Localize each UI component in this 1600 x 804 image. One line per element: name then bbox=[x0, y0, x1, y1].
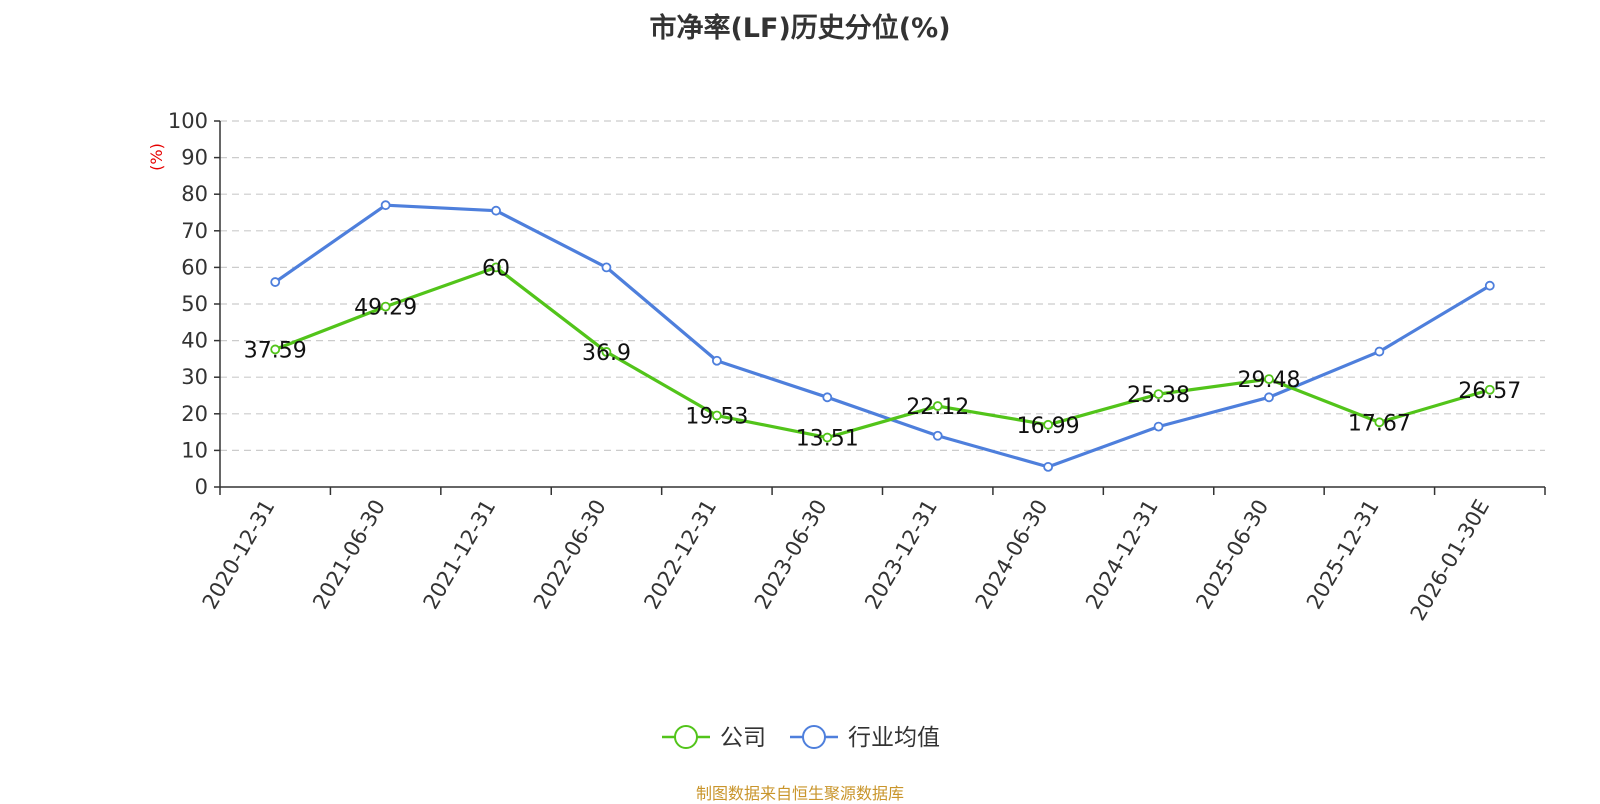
data-point[interactable] bbox=[380, 200, 391, 211]
data-point[interactable] bbox=[932, 401, 943, 411]
data-point[interactable] bbox=[1043, 461, 1054, 472]
y-tick-label: 70 bbox=[181, 219, 208, 243]
x-tick-label: 2024-12-31 bbox=[1081, 496, 1163, 614]
data-label: 26.57 bbox=[1458, 379, 1521, 404]
data-label: 22.12 bbox=[906, 395, 969, 420]
y-tick-label: 20 bbox=[181, 402, 208, 426]
data-point[interactable] bbox=[491, 262, 501, 273]
legend-label: 公司 bbox=[720, 725, 766, 751]
x-tick-label: 2025-06-30 bbox=[1191, 496, 1273, 614]
y-tick-label: 80 bbox=[181, 182, 208, 206]
data-point[interactable] bbox=[1264, 392, 1274, 403]
data-point[interactable] bbox=[270, 344, 281, 355]
series-lines bbox=[270, 200, 1495, 472]
y-tick-label: 100 bbox=[168, 109, 208, 133]
data-point[interactable] bbox=[270, 277, 281, 287]
data-label: 49.29 bbox=[354, 296, 417, 321]
data-labels: 37.59 49.29 60 36.9 19.53 13.51 22.12 16.99 25.3… bbox=[244, 256, 1522, 451]
legend[interactable]: 公司 行业均值 bbox=[662, 725, 940, 751]
y-tick-label: 0 bbox=[195, 475, 208, 499]
data-point[interactable] bbox=[601, 262, 612, 273]
series-line bbox=[274, 203, 1491, 469]
y-tick-label: 40 bbox=[181, 329, 208, 353]
y-axis-unit-label: (%) bbox=[147, 143, 166, 171]
legend-item[interactable]: 公司 bbox=[662, 725, 766, 751]
data-point[interactable] bbox=[932, 430, 943, 441]
data-point[interactable] bbox=[1043, 419, 1054, 430]
data-label: 25.38 bbox=[1127, 383, 1190, 408]
y-tick-label: 60 bbox=[181, 255, 208, 279]
data-label: 16.99 bbox=[1017, 414, 1080, 439]
data-label: 60 bbox=[482, 256, 510, 281]
data-point[interactable] bbox=[1484, 280, 1495, 291]
y-tick-label: 30 bbox=[181, 365, 208, 389]
legend-marker bbox=[674, 725, 698, 749]
data-point[interactable] bbox=[822, 432, 833, 443]
data-point[interactable] bbox=[380, 301, 391, 312]
legend-label: 行业均值 bbox=[848, 725, 940, 751]
data-point[interactable] bbox=[1153, 389, 1164, 400]
legend-item[interactable]: 行业均值 bbox=[790, 725, 940, 751]
data-point[interactable] bbox=[601, 347, 612, 357]
x-tick-label: 2020-12-31 bbox=[198, 496, 280, 614]
data-point[interactable] bbox=[711, 355, 722, 366]
data-point[interactable] bbox=[1374, 417, 1385, 428]
y-tick-label: 10 bbox=[181, 438, 208, 462]
data-label: 13.51 bbox=[796, 427, 859, 452]
data-point[interactable] bbox=[1153, 421, 1164, 432]
x-tick-label: 2026-01-30E bbox=[1406, 496, 1494, 625]
legend-marker bbox=[802, 725, 826, 749]
y-tick-label: 50 bbox=[181, 292, 208, 316]
x-tick-label: 2025-12-31 bbox=[1302, 496, 1384, 614]
data-label: 37.59 bbox=[244, 338, 307, 363]
grid-lines bbox=[220, 120, 1545, 451]
data-label: 29.48 bbox=[1237, 368, 1300, 393]
data-point[interactable] bbox=[1484, 384, 1495, 395]
data-point[interactable] bbox=[1374, 346, 1385, 357]
axes: (%) 0 10 20 30 40 50 60 70 80 90 100 2020-12-31 2021… bbox=[147, 109, 1546, 625]
x-tick-label: 2022-12-31 bbox=[639, 496, 721, 614]
x-tick-label: 2021-06-30 bbox=[308, 496, 390, 614]
series-line bbox=[274, 265, 1491, 440]
x-tick-label: 2023-12-31 bbox=[860, 495, 942, 613]
source-note: 制图数据来自恒生聚源数据库 bbox=[695, 784, 904, 803]
data-label: 17.67 bbox=[1348, 411, 1411, 436]
data-point[interactable] bbox=[1264, 374, 1274, 385]
data-label: 19.53 bbox=[685, 405, 748, 430]
x-tick-label: 2024-06-30 bbox=[971, 496, 1053, 614]
chart-title: 市净率(LF)历史分位(%) bbox=[649, 13, 951, 44]
data-point[interactable] bbox=[491, 205, 501, 216]
x-tick-label: 2021-12-31 bbox=[419, 495, 501, 613]
y-tick-label: 90 bbox=[181, 146, 208, 170]
data-point[interactable] bbox=[822, 392, 833, 403]
x-tick-label: 2022-06-30 bbox=[529, 496, 611, 614]
data-point[interactable] bbox=[711, 410, 722, 421]
x-tick-label: 2023-06-30 bbox=[750, 496, 832, 614]
data-label: 36.9 bbox=[582, 341, 631, 366]
